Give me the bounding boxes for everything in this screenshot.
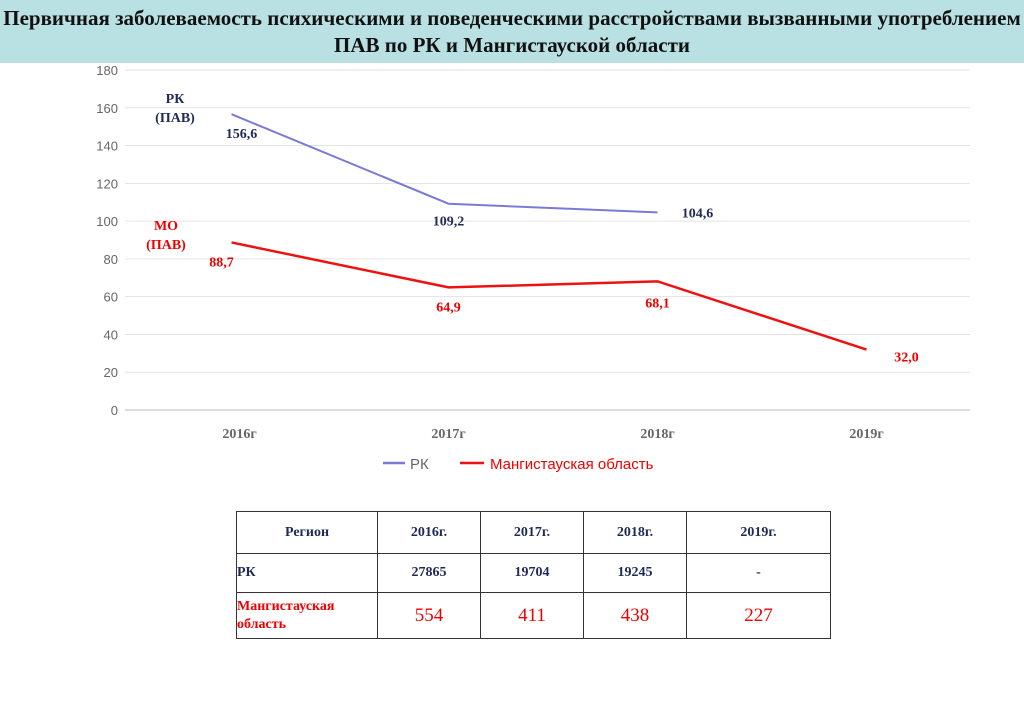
series-line-rk — [231, 113, 658, 214]
data-label: 109,2 — [433, 215, 465, 230]
series-tag: (ПАВ) — [146, 238, 186, 253]
table-row: Мангистауская область 554 411 438 227 — [236, 592, 831, 639]
region-cell: Мангистауская область — [236, 592, 378, 639]
header-cell: 2017г. — [480, 511, 584, 554]
y-tick-label: 100 — [96, 214, 118, 229]
table-row: РК 27865 19704 19245 - — [236, 553, 831, 593]
y-tick-label: 180 — [96, 63, 118, 78]
y-tick-label: 120 — [96, 176, 118, 191]
value-cell: 554 — [377, 592, 481, 639]
header-cell: 2018г. — [583, 511, 687, 554]
data-label: 156,6 — [226, 127, 258, 142]
x-tick-label: 2017г — [431, 427, 465, 442]
header-cell: 2016г. — [377, 511, 481, 554]
legend-label: Мангистауская область — [490, 456, 654, 473]
y-tick-label: 60 — [104, 290, 118, 305]
region-cell: РК — [236, 553, 378, 593]
data-label: 68,1 — [645, 296, 670, 311]
y-tick-label: 40 — [104, 327, 118, 342]
line-chart: 0 20 40 60 80 100 120 140 160 180 2016г 2017г 2018г 2… — [96, 63, 970, 473]
y-tick-label: 20 — [104, 365, 118, 380]
series-tag: (ПАВ) — [155, 111, 195, 126]
x-tick-label: 2019г — [849, 427, 883, 442]
y-tick-label: 80 — [104, 252, 118, 267]
series-line-mo — [231, 241, 867, 351]
x-tick-label: 2018г — [640, 427, 674, 442]
value-cell: 227 — [686, 592, 831, 639]
header-cell: 2019г. — [686, 511, 831, 554]
data-label: 64,9 — [436, 300, 461, 315]
data-table: Регион 2016г. 2017г. 2018г. 2019г. РК 27… — [236, 511, 831, 639]
legend-label: РК — [410, 456, 429, 473]
value-cell: 438 — [583, 592, 687, 639]
y-tick-label: 140 — [96, 139, 118, 154]
value-cell: 411 — [480, 592, 584, 639]
y-tick-label: 160 — [96, 101, 118, 116]
value-cell: 19704 — [480, 553, 584, 593]
x-tick-label: 2016г — [222, 427, 256, 442]
table-header-row: Регион 2016г. 2017г. 2018г. 2019г. — [236, 511, 831, 554]
data-label: 88,7 — [209, 255, 234, 270]
series-tag: МО — [154, 219, 178, 234]
header-cell: Регион — [236, 511, 378, 554]
title-banner: Первичная заболеваемость психическими и … — [0, 0, 1024, 63]
page-title: Первичная заболеваемость психическими и … — [3, 6, 1021, 57]
value-cell: - — [686, 553, 831, 593]
series-tag: РК — [166, 92, 186, 107]
data-label: 32,0 — [894, 351, 919, 366]
y-tick-label: 0 — [111, 403, 118, 418]
value-cell: 19245 — [583, 553, 687, 593]
data-label: 104,6 — [682, 206, 714, 221]
value-cell: 27865 — [377, 553, 481, 593]
